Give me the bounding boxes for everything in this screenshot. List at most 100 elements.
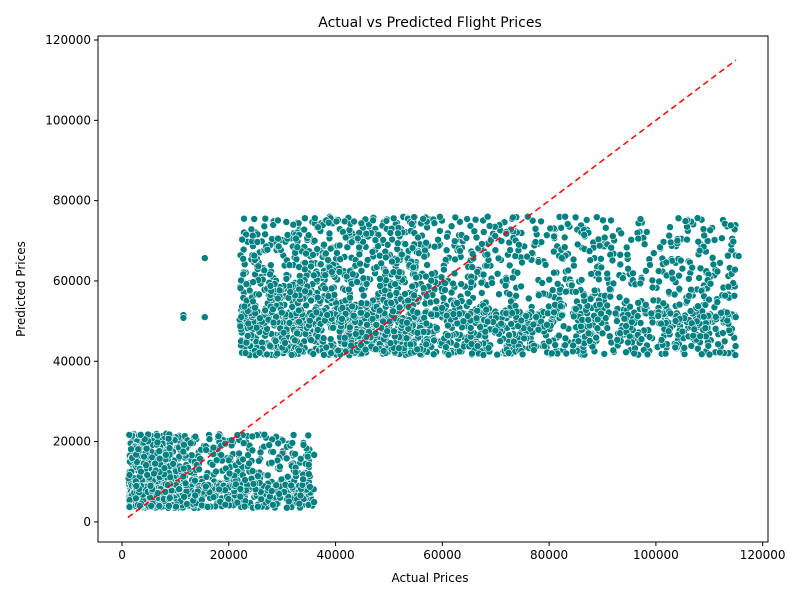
x-tick-label: 120000 <box>740 548 786 562</box>
data-point <box>379 236 387 244</box>
data-point <box>321 249 330 258</box>
data-point <box>613 317 621 325</box>
y-tick-label: 40000 <box>53 354 91 368</box>
data-point <box>245 459 253 468</box>
data-point <box>709 260 718 269</box>
data-point <box>713 298 722 306</box>
data-point <box>147 502 155 510</box>
data-point <box>395 344 403 353</box>
data-point <box>630 349 639 358</box>
data-point <box>273 349 282 358</box>
data-point <box>286 288 295 296</box>
data-point <box>608 232 617 240</box>
data-point <box>593 315 602 324</box>
data-point <box>387 299 396 307</box>
data-point <box>205 435 214 443</box>
data-point <box>125 503 134 511</box>
data-point <box>585 247 594 255</box>
data-point <box>673 236 682 245</box>
data-point <box>517 316 526 325</box>
data-point <box>254 262 263 271</box>
data-point <box>250 251 259 260</box>
data-point <box>505 261 514 270</box>
data-point <box>481 327 490 336</box>
data-point <box>569 341 577 350</box>
data-point <box>585 337 594 345</box>
data-point <box>240 502 249 511</box>
data-point <box>699 225 708 233</box>
data-point <box>240 302 249 311</box>
data-point <box>590 286 599 295</box>
data-point <box>542 231 551 239</box>
data-point <box>473 306 482 315</box>
x-tick-label: 40000 <box>316 548 354 562</box>
data-point <box>597 254 605 263</box>
data-point <box>305 470 313 478</box>
data-point <box>348 302 357 311</box>
data-point <box>557 254 566 262</box>
data-point <box>546 224 555 233</box>
data-point <box>608 256 617 265</box>
data-point <box>313 293 322 302</box>
data-point <box>451 255 459 264</box>
data-point <box>646 261 654 269</box>
data-point <box>436 213 444 221</box>
data-point <box>283 231 292 239</box>
data-point <box>392 288 401 297</box>
data-point <box>322 343 331 352</box>
data-point <box>605 285 614 293</box>
reference-line <box>127 59 737 519</box>
data-point <box>497 319 506 328</box>
data-point <box>599 216 607 225</box>
data-point <box>528 216 537 225</box>
data-point <box>455 347 464 356</box>
data-point <box>340 340 349 348</box>
data-point <box>274 242 283 251</box>
data-point <box>201 313 209 321</box>
data-point <box>265 441 274 449</box>
y-ticks: 0 20000 40000 60000 80000 100000 120000 <box>45 33 98 529</box>
y-tick-label: 0 <box>83 515 91 529</box>
data-point <box>191 476 199 485</box>
data-point <box>429 350 438 359</box>
data-point <box>134 445 143 454</box>
y-tick-label: 20000 <box>53 435 91 449</box>
data-point <box>473 267 482 276</box>
data-point <box>442 343 450 351</box>
data-point <box>282 274 291 283</box>
data-point <box>195 465 203 474</box>
data-point <box>165 501 173 510</box>
data-point <box>582 216 591 224</box>
data-point <box>615 293 624 302</box>
data-point <box>371 345 380 354</box>
data-point <box>442 246 451 254</box>
data-point <box>275 490 284 498</box>
data-point <box>731 342 740 350</box>
data-point <box>622 322 630 330</box>
data-point <box>279 328 288 337</box>
data-point <box>397 250 406 259</box>
data-point <box>488 279 496 287</box>
data-point <box>622 243 631 252</box>
data-point <box>255 290 263 299</box>
y-tick-label: 100000 <box>45 113 91 127</box>
data-point <box>422 340 431 349</box>
data-point <box>256 314 264 323</box>
data-point <box>142 444 151 453</box>
data-point <box>463 215 471 223</box>
points-layer <box>124 212 743 512</box>
data-point <box>695 246 704 255</box>
data-point <box>353 278 361 286</box>
data-point <box>725 326 734 335</box>
data-point <box>717 308 725 317</box>
data-point <box>313 245 322 253</box>
data-point <box>389 307 397 316</box>
data-point <box>720 337 729 346</box>
data-point <box>675 284 684 293</box>
data-point <box>509 337 518 346</box>
data-point <box>462 234 471 242</box>
data-point <box>442 311 451 320</box>
data-point <box>296 454 305 463</box>
data-point <box>125 431 134 439</box>
data-point <box>518 350 527 359</box>
